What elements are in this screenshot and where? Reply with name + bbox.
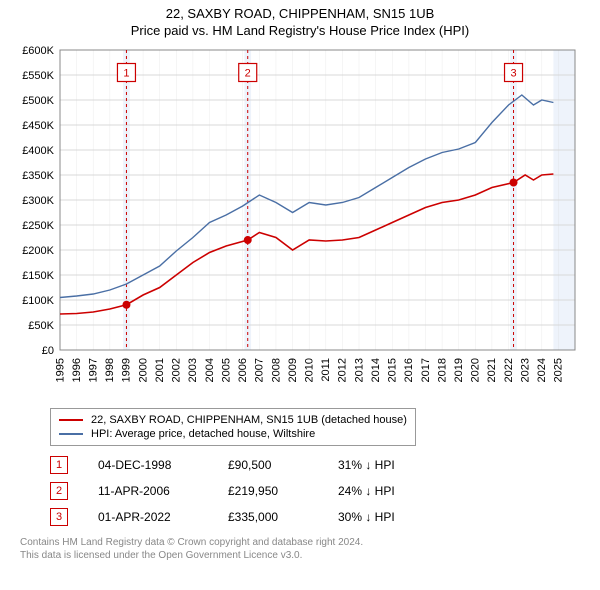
x-tick-label: 1997 bbox=[88, 358, 100, 382]
y-tick-label: £150K bbox=[22, 270, 54, 282]
x-tick-label: 2011 bbox=[320, 358, 332, 382]
x-tick-label: 2025 bbox=[553, 358, 565, 382]
event-row: 1 04-DEC-1998 £90,500 31% ↓ HPI bbox=[50, 452, 580, 478]
x-tick-label: 2021 bbox=[486, 358, 498, 382]
x-tick-label: 2022 bbox=[503, 358, 515, 382]
x-tick-label: 2015 bbox=[387, 358, 399, 382]
event-num: 1 bbox=[50, 456, 68, 474]
event-row: 3 01-APR-2022 £335,000 30% ↓ HPI bbox=[50, 504, 580, 530]
legend-row: 22, SAXBY ROAD, CHIPPENHAM, SN15 1UB (de… bbox=[59, 413, 407, 427]
x-tick-label: 2019 bbox=[453, 358, 465, 382]
x-tick-label: 2023 bbox=[519, 358, 531, 382]
x-tick-label: 2003 bbox=[187, 358, 199, 382]
event-marker-num: 3 bbox=[510, 68, 516, 80]
title-subtitle: Price paid vs. HM Land Registry's House … bbox=[0, 23, 600, 38]
legend-label: 22, SAXBY ROAD, CHIPPENHAM, SN15 1UB (de… bbox=[91, 414, 407, 426]
event-date: 04-DEC-1998 bbox=[98, 458, 198, 472]
event-price: £219,950 bbox=[228, 484, 308, 498]
x-tick-label: 2012 bbox=[337, 358, 349, 382]
event-marker-dot bbox=[122, 301, 130, 309]
y-tick-label: £50K bbox=[28, 320, 54, 332]
title-address: 22, SAXBY ROAD, CHIPPENHAM, SN15 1UB bbox=[0, 6, 600, 21]
x-tick-label: 2000 bbox=[137, 358, 149, 382]
y-tick-label: £200K bbox=[22, 245, 54, 257]
event-delta: 31% ↓ HPI bbox=[338, 458, 428, 472]
event-marker-num: 2 bbox=[245, 68, 251, 80]
legend-swatch bbox=[59, 419, 83, 421]
x-tick-label: 2002 bbox=[171, 358, 183, 382]
y-tick-label: £350K bbox=[22, 170, 54, 182]
x-tick-label: 2009 bbox=[287, 358, 299, 382]
title-block: 22, SAXBY ROAD, CHIPPENHAM, SN15 1UB Pri… bbox=[0, 0, 600, 40]
chart: £0 £50K £100K £150K £200K £250K £300K £350K £400… bbox=[10, 40, 590, 400]
event-delta: 24% ↓ HPI bbox=[338, 484, 428, 498]
x-tick-label: 1995 bbox=[54, 358, 66, 382]
legend: 22, SAXBY ROAD, CHIPPENHAM, SN15 1UB (de… bbox=[50, 408, 416, 446]
event-num: 2 bbox=[50, 482, 68, 500]
y-tick-label: £400K bbox=[22, 145, 54, 157]
x-tick-label: 2008 bbox=[270, 358, 282, 382]
y-tick-label: £550K bbox=[22, 70, 54, 82]
event-marker-dot bbox=[244, 236, 252, 244]
x-tick-label: 2017 bbox=[420, 358, 432, 382]
x-tick-label: 2014 bbox=[370, 358, 382, 382]
x-tick-label: 2005 bbox=[220, 358, 232, 382]
footer-line1: Contains HM Land Registry data © Crown c… bbox=[20, 536, 580, 549]
legend-row: HPI: Average price, detached house, Wilt… bbox=[59, 427, 407, 441]
event-date: 11-APR-2006 bbox=[98, 484, 198, 498]
x-tick-label: 2018 bbox=[436, 358, 448, 382]
event-num: 3 bbox=[50, 508, 68, 526]
event-marker-num: 1 bbox=[123, 68, 129, 80]
y-tick-label: £500K bbox=[22, 95, 54, 107]
x-tick-label: 2007 bbox=[254, 358, 266, 382]
y-tick-label: £300K bbox=[22, 195, 54, 207]
x-tick-label: 2016 bbox=[403, 358, 415, 382]
x-tick-label: 2013 bbox=[353, 358, 365, 382]
x-tick-label: 2001 bbox=[154, 358, 166, 382]
y-tick-label: £0 bbox=[42, 345, 54, 357]
x-tick-label: 2006 bbox=[237, 358, 249, 382]
x-tick-label: 1999 bbox=[121, 358, 133, 382]
x-tick-label: 1996 bbox=[71, 358, 83, 382]
y-tick-label: £450K bbox=[22, 120, 54, 132]
event-price: £90,500 bbox=[228, 458, 308, 472]
event-price: £335,000 bbox=[228, 510, 308, 524]
event-delta: 30% ↓ HPI bbox=[338, 510, 428, 524]
x-tick-label: 2020 bbox=[470, 358, 482, 382]
x-tick-label: 2024 bbox=[536, 358, 548, 382]
y-tick-label: £250K bbox=[22, 220, 54, 232]
chart-svg: £0 £50K £100K £150K £200K £250K £300K £350K £400… bbox=[10, 40, 590, 400]
legend-label: HPI: Average price, detached house, Wilt… bbox=[91, 428, 315, 440]
events-table: 1 04-DEC-1998 £90,500 31% ↓ HPI 2 11-APR-2006… bbox=[50, 452, 580, 530]
x-tick-label: 2010 bbox=[303, 358, 315, 382]
event-marker-dot bbox=[510, 179, 518, 187]
x-tick-label: 1998 bbox=[104, 358, 116, 382]
y-tick-label: £100K bbox=[22, 295, 54, 307]
x-tick-label: 2004 bbox=[204, 358, 216, 382]
event-row: 2 11-APR-2006 £219,950 24% ↓ HPI bbox=[50, 478, 580, 504]
page: 22, SAXBY ROAD, CHIPPENHAM, SN15 1UB Pri… bbox=[0, 0, 600, 562]
footer-line2: This data is licensed under the Open Gov… bbox=[20, 549, 580, 562]
legend-swatch bbox=[59, 433, 83, 435]
footer: Contains HM Land Registry data © Crown c… bbox=[20, 536, 580, 562]
y-tick-label: £600K bbox=[22, 45, 54, 57]
event-date: 01-APR-2022 bbox=[98, 510, 198, 524]
